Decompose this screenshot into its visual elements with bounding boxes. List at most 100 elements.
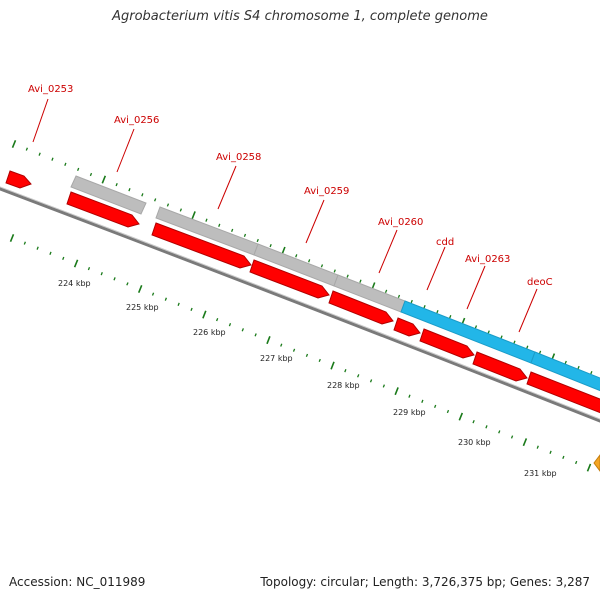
inner-ring-minor-tick xyxy=(485,425,488,429)
gene-label: Avi_0259 xyxy=(304,186,349,197)
inner-ring-minor-tick xyxy=(49,251,52,255)
outer-ring-minor-tick xyxy=(115,182,118,187)
gene-track xyxy=(70,175,600,392)
outer-ring-minor-tick xyxy=(487,330,490,334)
outer-ring-minor-tick xyxy=(564,360,567,365)
inner-ring-minor-tick xyxy=(536,445,539,449)
outer-ring-minor-tick xyxy=(256,238,259,243)
outer-ring-minor-tick xyxy=(141,193,144,197)
inner-ring-minor-tick xyxy=(433,404,437,409)
scale-tick-label: 228 kbp xyxy=(327,381,360,390)
gene-label: Avi_0263 xyxy=(465,254,510,265)
outer-ring-minor-tick xyxy=(218,223,221,227)
outer-ring-minor-tick xyxy=(333,269,336,273)
inner-ring-minor-tick xyxy=(215,317,219,322)
outer-ring-minor-tick xyxy=(513,340,516,344)
genome-backbone-highlight xyxy=(0,186,600,420)
inner-ring-minor-tick xyxy=(228,323,232,327)
label-leaders xyxy=(32,98,538,333)
outer-ring-minor-tick xyxy=(500,335,503,339)
cds-feature xyxy=(66,191,140,228)
genome-backbone xyxy=(0,187,600,423)
outer-ring-minor-tick xyxy=(166,203,170,207)
inner-ring-minor-tick xyxy=(305,353,309,357)
inner-ring-major-tick xyxy=(586,463,592,472)
outer-ring-minor-tick xyxy=(423,304,426,309)
genome-summary-text: Topology: circular; Length: 3,726,375 bp… xyxy=(260,575,590,589)
rna-feature xyxy=(530,351,600,392)
inner-ring-minor-tick xyxy=(241,328,244,332)
inner-ring-minor-tick xyxy=(549,450,552,454)
cds-feature xyxy=(419,328,475,359)
scale-tick-label: 231 kbp xyxy=(524,469,557,478)
leader-line xyxy=(217,165,237,210)
inner-ring-minor-tick xyxy=(472,420,475,424)
outer-ring-minor-tick xyxy=(64,162,67,166)
gene-label: cdd xyxy=(436,237,454,248)
inner-ring-minor-tick xyxy=(382,384,386,388)
outer-ring-major-tick xyxy=(101,175,107,184)
accession-text: Accession: NC_011989 xyxy=(9,575,146,589)
inner-ring-minor-tick xyxy=(280,343,283,347)
other-feature xyxy=(593,454,600,472)
inner-ring-minor-tick xyxy=(318,358,321,363)
cds-feature xyxy=(5,170,32,189)
inner-ring-minor-tick xyxy=(254,333,257,337)
outer-ring-minor-tick xyxy=(230,228,234,233)
cds-feature xyxy=(249,259,330,299)
inner-ring-minor-tick xyxy=(177,302,180,306)
inner-ring-minor-tick xyxy=(446,409,450,414)
inner-ring-major-tick xyxy=(522,438,528,447)
inner-ring-minor-tick xyxy=(36,246,39,250)
cds-track xyxy=(5,170,600,414)
leader-line xyxy=(378,229,398,274)
outer-ring-minor-tick xyxy=(538,350,542,354)
inner-ring-major-tick xyxy=(137,284,143,294)
gene-label: Avi_0260 xyxy=(378,217,423,228)
inner-ring-minor-tick xyxy=(408,394,411,398)
outer-ring-minor-tick xyxy=(153,198,157,202)
inner-ring-minor-tick xyxy=(23,241,27,245)
inner-ring-major-tick xyxy=(330,361,335,370)
gene-labels: Avi_0253 Avi_0256 Avi_0258 Avi_0259 Avi_… xyxy=(28,84,553,288)
inner-ring-minor-tick xyxy=(357,374,360,378)
outer-ring-minor-tick xyxy=(179,208,183,212)
cds-feature xyxy=(472,351,528,382)
leader-line xyxy=(305,199,325,244)
outer-ring-minor-tick xyxy=(295,254,298,258)
scale-labels: 224 kbp 225 kbp 226 kbp 227 kbp 228 kbp … xyxy=(58,279,557,478)
gene-label: Avi_0253 xyxy=(28,84,73,95)
outer-ring-minor-tick xyxy=(25,147,29,151)
leader-line xyxy=(116,128,135,173)
outer-ring-minor-tick xyxy=(397,294,401,299)
outer-ring-major-tick xyxy=(11,139,17,149)
outer-ring-minor-tick xyxy=(76,167,80,172)
outer-ring-minor-tick xyxy=(51,157,54,161)
cds-feature xyxy=(393,317,421,337)
map-title: Agrobacterium vitis S4 chromosome 1, com… xyxy=(112,9,488,24)
leader-line xyxy=(518,288,538,333)
inner-ring-minor-tick xyxy=(62,256,65,261)
inner-ring-minor-tick xyxy=(292,348,296,352)
outer-ring-minor-tick xyxy=(38,152,41,156)
inner-ring-major-tick xyxy=(202,310,207,319)
outer-ring-minor-tick xyxy=(205,218,208,222)
inner-ring-minor-tick xyxy=(190,307,193,312)
outer-ring-minor-tick xyxy=(474,325,478,329)
outer-ring-minor-tick xyxy=(307,259,311,263)
outer-ring-minor-tick xyxy=(359,279,362,283)
gene-label: deoC xyxy=(527,277,553,288)
scale-tick-label: 226 kbp xyxy=(193,328,226,337)
scale-tick-label: 229 kbp xyxy=(393,408,426,417)
outer-ring-minor-tick xyxy=(128,188,131,192)
outer-ring-minor-tick xyxy=(526,345,529,349)
gene-feature xyxy=(70,175,147,215)
scale-tick-label: 224 kbp xyxy=(58,279,91,288)
inner-ring-minor-tick xyxy=(344,369,347,373)
leader-line xyxy=(426,246,446,291)
inner-ring-major-tick xyxy=(394,387,399,396)
scale-tick-label: 227 kbp xyxy=(260,354,293,363)
cds-feature xyxy=(526,371,600,414)
cds-feature xyxy=(328,290,394,325)
